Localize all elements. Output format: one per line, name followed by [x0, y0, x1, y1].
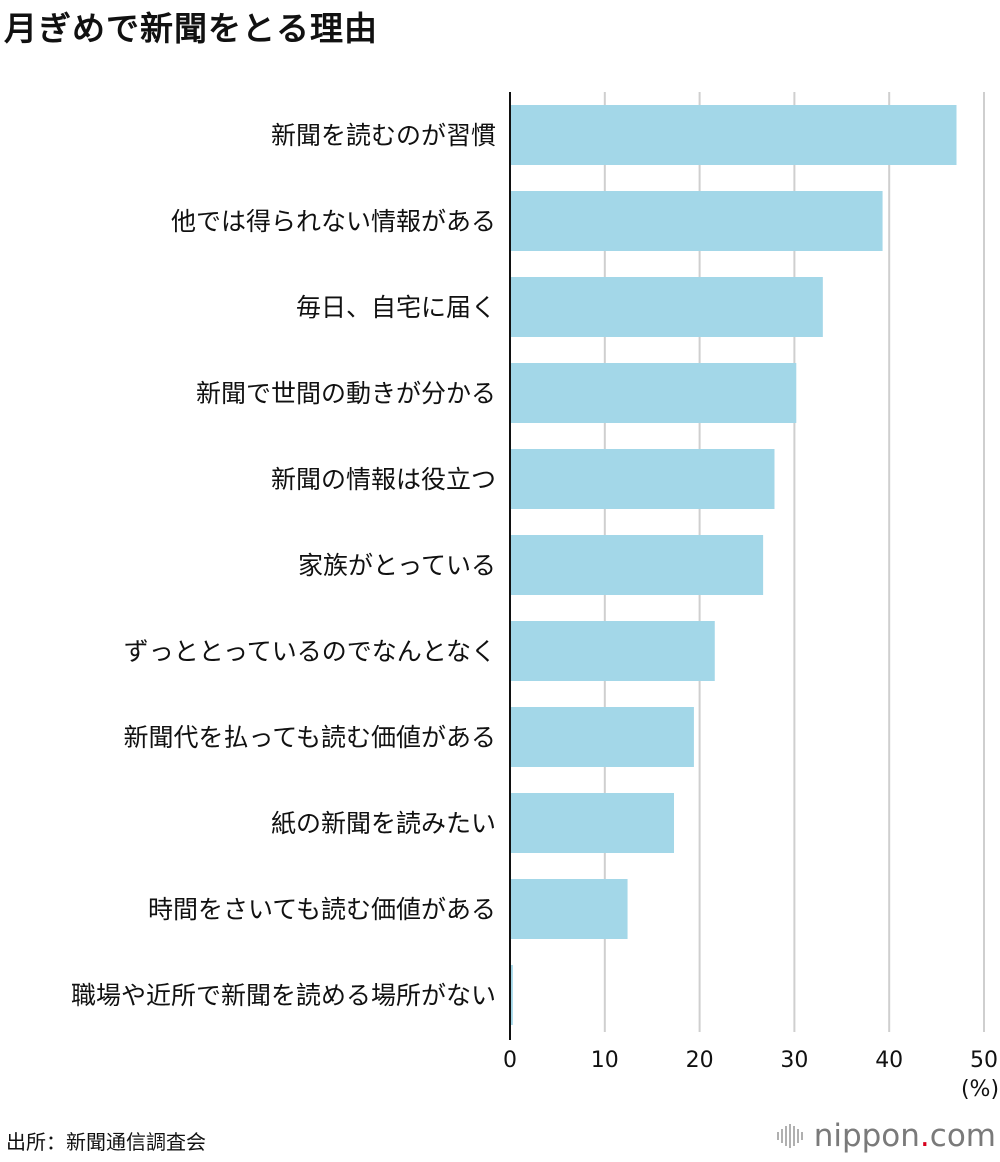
x-tick-label-50: 50 [970, 1048, 998, 1073]
brand-logo: nippon.com [776, 1118, 996, 1154]
brand-name: nippon.com [814, 1118, 996, 1154]
category-label-3: 新聞で世間の動きが分かる [196, 379, 496, 408]
x-tick-label-20: 20 [686, 1048, 714, 1073]
bar-0 [510, 105, 957, 165]
category-label-10: 職場や近所で新聞を読める場所がない [71, 981, 496, 1010]
bar-3 [510, 363, 797, 423]
brand-name-part1: nippon [813, 1118, 920, 1154]
category-label-8: 紙の新聞を読みたい [271, 809, 496, 838]
nippon-mark-icon [776, 1124, 803, 1148]
bar-chart: 新聞を読むのが習慣他では得られない情報がある毎日、自宅に届く新聞で世間の動きが分… [71, 92, 999, 1102]
chart-title: 月ぎめで新聞をとる理由 [4, 9, 378, 48]
category-label-4: 新聞の情報は役立つ [271, 465, 496, 494]
x-tick-label-40: 40 [875, 1048, 903, 1073]
bar-2 [510, 277, 823, 337]
bar-6 [510, 621, 715, 681]
bars [510, 105, 957, 1025]
bar-5 [510, 535, 764, 595]
category-label-9: 時間をさいても読む価値がある [148, 895, 496, 924]
x-tick-label-10: 10 [591, 1048, 619, 1073]
category-label-6: ずっととっているのでなんとなく [124, 637, 496, 666]
bar-4 [510, 449, 775, 509]
category-labels: 新聞を読むのが習慣他では得られない情報がある毎日、自宅に届く新聞で世間の動きが分… [71, 121, 496, 1010]
bar-7 [510, 707, 694, 767]
bar-8 [510, 793, 675, 853]
category-label-0: 新聞を読むのが習慣 [271, 121, 496, 150]
category-label-7: 新聞代を払っても読む価値がある [123, 723, 496, 752]
brand-name-part2: com [929, 1118, 996, 1154]
source-note: 出所：新聞通信調査会 [6, 1130, 206, 1154]
x-axis-ticks: 0 10 20 30 40 50 [503, 1048, 998, 1073]
x-tick-label-30: 30 [780, 1048, 808, 1073]
category-label-1: 他では得られない情報がある [171, 207, 496, 236]
bar-9 [510, 879, 628, 939]
brand-name-dot: . [919, 1118, 930, 1154]
category-label-5: 家族がとっている [298, 551, 496, 580]
x-tick-label-0: 0 [503, 1048, 517, 1073]
bar-10 [510, 965, 513, 1025]
bar-1 [510, 191, 883, 251]
x-axis-unit: (%) [961, 1077, 999, 1102]
category-label-2: 毎日、自宅に届く [296, 293, 496, 322]
